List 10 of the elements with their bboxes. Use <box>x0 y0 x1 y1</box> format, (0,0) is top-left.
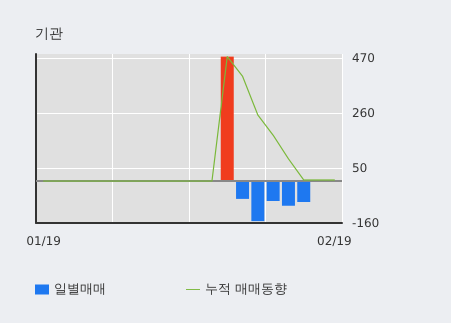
y-tick-label: 470 <box>352 50 375 65</box>
legend-label: 일별매매 <box>54 282 106 297</box>
chart-title: 기관 <box>35 26 63 42</box>
y-tick-label: 50 <box>352 160 368 175</box>
y-tick-label: -160 <box>352 216 380 230</box>
x-tick-label: 01/19 <box>26 234 61 248</box>
legend-label: 누적 매매동향 <box>205 282 288 297</box>
line-series <box>43 56 335 182</box>
x-tick-label: 02/19 <box>317 234 352 248</box>
y-tick-label: 260 <box>352 106 375 120</box>
